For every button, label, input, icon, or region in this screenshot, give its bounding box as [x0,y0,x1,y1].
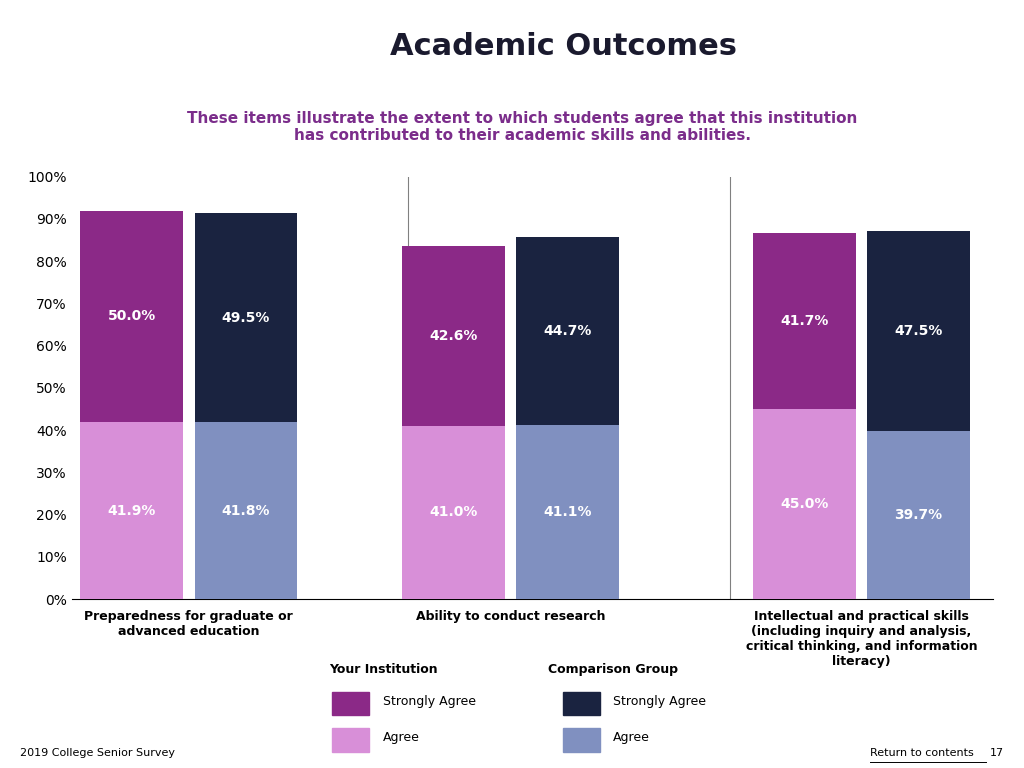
Text: Comparison Group: Comparison Group [549,663,678,676]
Text: 42.6%: 42.6% [429,329,477,343]
Text: Your Institution: Your Institution [329,663,437,676]
Text: Preparedness for graduate or
advanced education: Preparedness for graduate or advanced ed… [84,610,293,637]
Text: 39.7%: 39.7% [895,508,943,522]
Text: 41.1%: 41.1% [544,505,592,519]
Text: 17: 17 [990,747,1005,758]
Bar [195,422,297,599]
Bar [195,214,297,422]
Bar [402,425,505,599]
Text: Academic Outcomes: Academic Outcomes [390,31,736,61]
Text: 50.0%: 50.0% [108,310,156,323]
FancyBboxPatch shape [563,728,600,752]
Text: Return to contents: Return to contents [870,747,974,758]
Text: 49.5%: 49.5% [221,311,270,325]
Bar [516,237,618,425]
FancyBboxPatch shape [332,728,369,752]
Text: These items illustrate the extent to which students agree that this institution
: These items illustrate the extent to whi… [187,111,857,143]
Bar [516,425,618,599]
Bar [81,211,183,422]
Text: 41.7%: 41.7% [780,314,828,328]
Bar [867,432,970,599]
Text: 41.9%: 41.9% [108,504,156,518]
Text: Strongly Agree: Strongly Agree [613,695,707,708]
Text: Strongly Agree: Strongly Agree [383,695,476,708]
Text: 44.7%: 44.7% [544,324,592,338]
Bar [867,230,970,432]
Text: 41.0%: 41.0% [429,505,477,519]
Text: Agree: Agree [383,731,420,744]
Text: 2019 College Senior Survey: 2019 College Senior Survey [20,747,175,758]
Bar [754,233,856,409]
Bar [402,246,505,425]
Bar [81,422,183,599]
Bar [754,409,856,599]
Text: 41.8%: 41.8% [221,504,270,518]
Text: Ability to conduct research: Ability to conduct research [416,610,605,623]
Text: 47.5%: 47.5% [895,324,943,338]
Text: Intellectual and practical skills
(including inquiry and analysis,
critical thin: Intellectual and practical skills (inclu… [745,610,978,668]
Text: 45.0%: 45.0% [780,497,828,511]
FancyBboxPatch shape [332,692,369,715]
FancyBboxPatch shape [563,692,600,715]
Text: Agree: Agree [613,731,650,744]
Text: HERI: HERI [9,44,93,71]
